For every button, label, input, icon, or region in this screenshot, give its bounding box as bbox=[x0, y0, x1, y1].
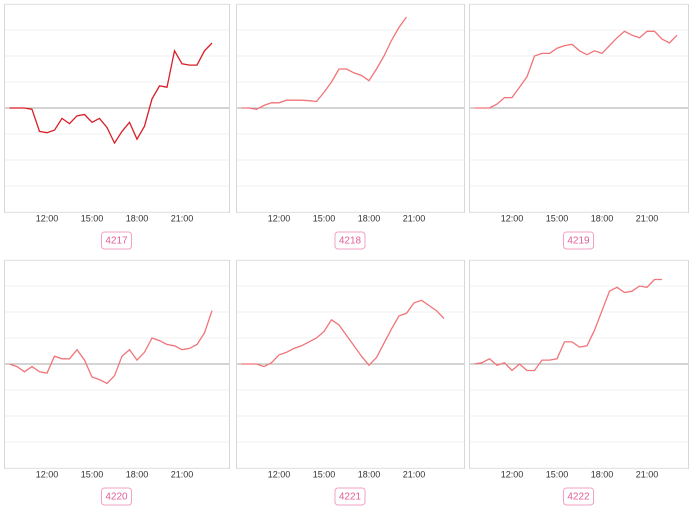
line bbox=[9, 310, 213, 385]
button-label[interactable]: 4219 bbox=[567, 236, 590, 247]
x-tick-label: 12:00 bbox=[268, 469, 291, 479]
x-tick-label: 15:00 bbox=[313, 213, 336, 223]
button[interactable] bbox=[563, 231, 594, 250]
line bbox=[474, 30, 678, 109]
x-tick-label: 15:00 bbox=[546, 213, 569, 223]
x-tick-label: 15:00 bbox=[81, 469, 104, 479]
x-tick-label: 21:00 bbox=[636, 213, 659, 223]
line bbox=[241, 299, 445, 368]
line bbox=[241, 16, 408, 110]
x-tick-label: 18:00 bbox=[358, 213, 381, 223]
x-tick-label: 15:00 bbox=[313, 469, 336, 479]
button-label[interactable]: 4220 bbox=[105, 492, 128, 503]
button[interactable] bbox=[563, 487, 594, 506]
x-tick-label: 21:00 bbox=[171, 213, 194, 223]
x-tick-label: 21:00 bbox=[636, 469, 659, 479]
line bbox=[474, 278, 662, 372]
x-tick-label: 12:00 bbox=[268, 213, 291, 223]
x-tick-label: 18:00 bbox=[126, 469, 149, 479]
button[interactable] bbox=[334, 487, 366, 506]
x-tick-label: 12:00 bbox=[501, 469, 524, 479]
line bbox=[9, 42, 213, 145]
x-tick-label: 21:00 bbox=[403, 469, 426, 479]
button-label[interactable]: 4222 bbox=[567, 492, 590, 503]
x-tick-label: 18:00 bbox=[591, 469, 614, 479]
x-tick-label: 12:00 bbox=[36, 469, 59, 479]
x-tick-label: 15:00 bbox=[546, 469, 569, 479]
x-tick-label: 18:00 bbox=[358, 469, 381, 479]
button[interactable] bbox=[334, 231, 366, 250]
x-tick-label: 18:00 bbox=[126, 213, 149, 223]
x-tick-label: 21:00 bbox=[171, 469, 194, 479]
x-tick-label: 15:00 bbox=[81, 213, 104, 223]
button-label[interactable]: 4217 bbox=[105, 236, 128, 247]
button[interactable] bbox=[101, 231, 132, 250]
button-label[interactable]: 4221 bbox=[339, 492, 362, 503]
x-tick-label: 21:00 bbox=[403, 213, 426, 223]
x-tick-label: 18:00 bbox=[591, 213, 614, 223]
button-label[interactable]: 4218 bbox=[339, 236, 362, 247]
button[interactable] bbox=[101, 487, 132, 506]
x-tick-label: 12:00 bbox=[36, 213, 59, 223]
x-tick-label: 12:00 bbox=[501, 213, 524, 223]
